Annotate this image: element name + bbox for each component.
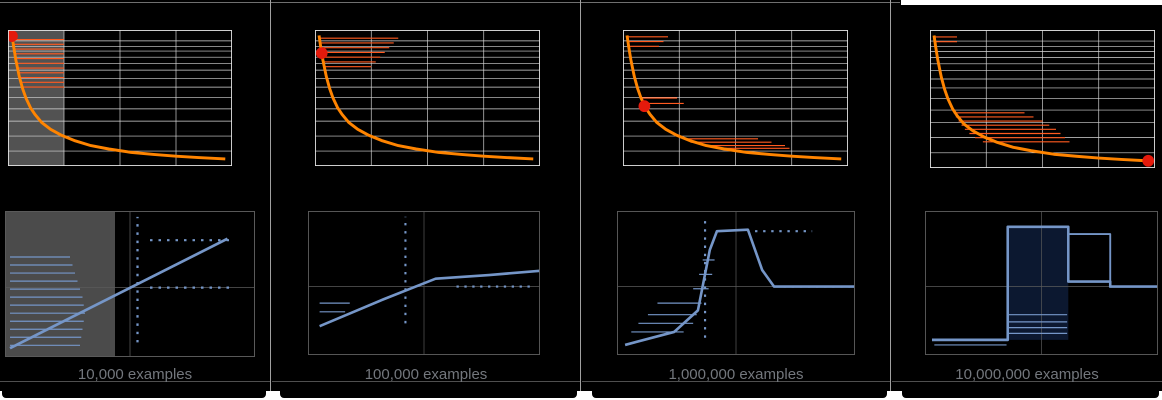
- loss-curve-chart-10k: [8, 30, 232, 166]
- panel-bottom-bar: [2, 391, 266, 398]
- caption-text: 10,000,000 examples: [955, 366, 1099, 383]
- loss-curve-chart-100k: [315, 30, 540, 166]
- distribution-chart-10m: [925, 211, 1158, 355]
- caption-text: 100,000 examples: [364, 366, 488, 383]
- loss-curve-chart-10m: [930, 30, 1155, 168]
- caption-text: 10,000 examples: [77, 366, 193, 383]
- page-background-strip: [0, 391, 1162, 400]
- panel-10k: 10,000 examples: [0, 0, 270, 400]
- panel-100k: 100,000 examples: [272, 0, 580, 400]
- panel-divider: [270, 0, 271, 391]
- caption-10k: 10,000 examples: [0, 366, 270, 383]
- panel-bottom-bar: [280, 391, 577, 398]
- distribution-chart-1m: [617, 211, 855, 355]
- panel-divider: [580, 0, 581, 391]
- panel-divider: [890, 0, 891, 391]
- caption-1m: 1,000,000 examples: [582, 366, 890, 383]
- distribution-chart-100k: [308, 211, 540, 355]
- top-edge-line: [0, 2, 900, 3]
- panel-1m: 1,000,000 examples: [582, 0, 890, 400]
- caption-text: 1,000,000 examples: [668, 366, 804, 383]
- loss-curve-chart-1m: [623, 30, 848, 166]
- panel-10m: 10,000,000 examples: [892, 0, 1162, 400]
- caption-10m: 10,000,000 examples: [892, 366, 1162, 383]
- page-background-sliver: [901, 0, 1162, 5]
- distribution-chart-10k: [5, 211, 255, 357]
- panel-bottom-bar: [902, 391, 1159, 398]
- caption-100k: 100,000 examples: [272, 366, 580, 383]
- panel-bottom-bar: [592, 391, 887, 398]
